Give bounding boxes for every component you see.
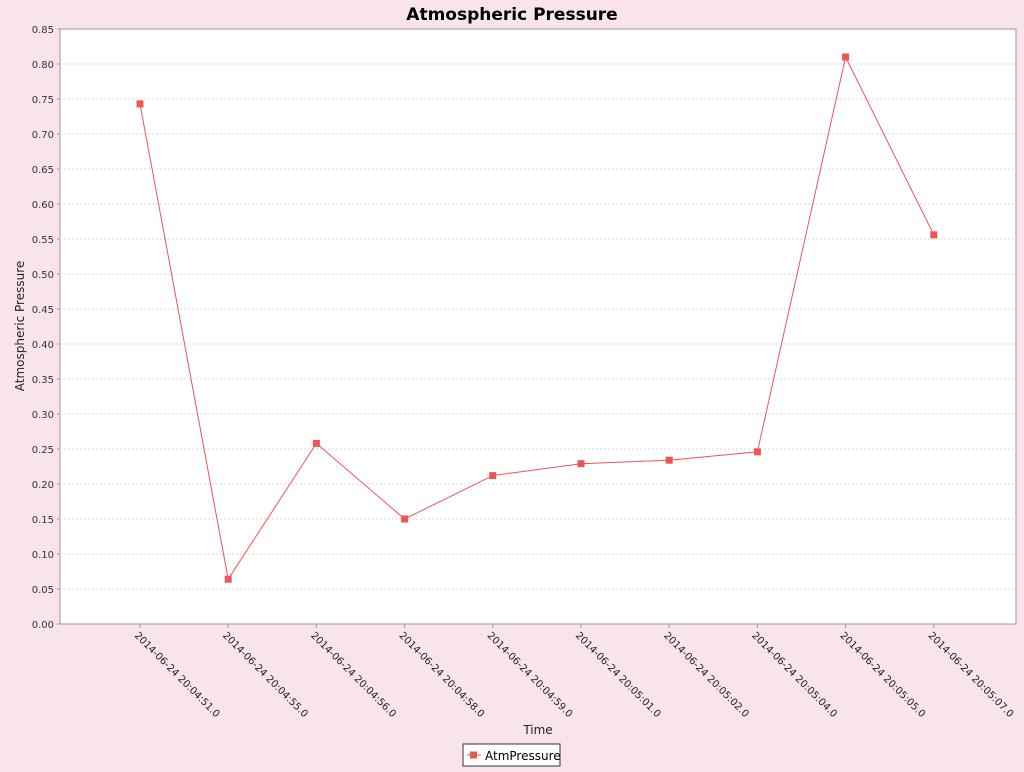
y-tick-label: 0.70 xyxy=(32,130,54,141)
data-point-marker xyxy=(312,439,320,447)
y-tick-label: 0.35 xyxy=(32,375,54,386)
y-axis: 0.00 0.05 0.10 0.15 0.20 0.25 0.30 0.35 0.40 0.45… xyxy=(32,25,60,631)
legend-box xyxy=(462,743,561,767)
series-line-atmpressure xyxy=(136,53,938,583)
series-line xyxy=(139,55,935,581)
y-tick-label: 0.75 xyxy=(32,95,54,106)
data-point-marker xyxy=(753,448,761,456)
y-tick-label: 0.45 xyxy=(32,305,54,316)
y-tick-label: 0.40 xyxy=(32,340,54,351)
y-tick-label: 0.25 xyxy=(32,445,54,456)
y-tick-label: 0.20 xyxy=(32,480,54,491)
data-point-marker xyxy=(136,100,144,108)
y-tick-label: 0.60 xyxy=(32,200,54,211)
y-tick-label: 0.15 xyxy=(32,515,54,526)
legend-series-marker-icon xyxy=(470,751,477,759)
y-tick-label: 0.80 xyxy=(32,60,54,71)
y-axis-label: Atmospheric Pressure xyxy=(13,261,27,392)
data-point-marker xyxy=(930,231,938,239)
data-point-marker xyxy=(224,575,232,583)
data-point-marker xyxy=(665,456,673,464)
data-point-marker xyxy=(842,53,850,61)
plot-area xyxy=(59,28,1017,625)
legend: AtmPressure xyxy=(462,743,561,767)
x-axis-label: Time xyxy=(522,723,552,737)
y-tick-label: 0.50 xyxy=(32,270,54,281)
y-tick-label: 0.30 xyxy=(32,410,54,421)
y-tick-label: 0.85 xyxy=(32,25,54,36)
data-point-marker xyxy=(489,472,497,480)
data-point-marker xyxy=(577,460,585,468)
y-tick-label: 0.65 xyxy=(32,165,54,176)
legend-series-label: AtmPressure xyxy=(485,749,561,763)
chart-title: Atmospheric Pressure xyxy=(406,5,617,25)
y-tick-label: 0.05 xyxy=(32,585,54,596)
grid-lines xyxy=(60,63,1016,590)
y-tick-label: 0.00 xyxy=(32,620,54,631)
y-tick-label: 0.10 xyxy=(32,550,54,561)
data-point-marker xyxy=(401,515,409,523)
y-tick-label: 0.55 xyxy=(32,235,54,246)
